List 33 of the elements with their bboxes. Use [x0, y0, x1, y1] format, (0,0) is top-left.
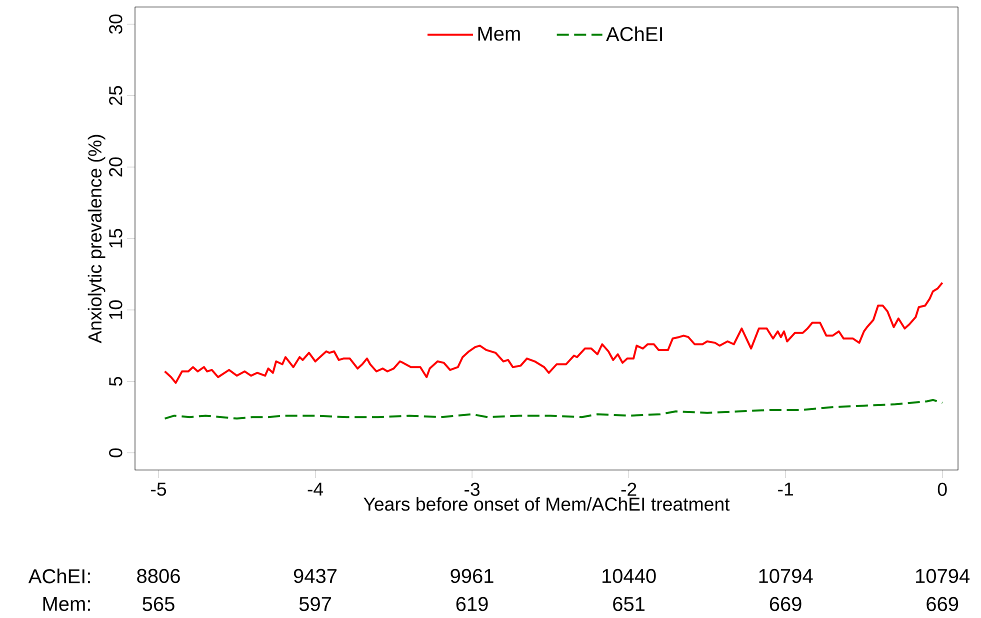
text: 10794	[759, 568, 813, 584]
x-tick-label: 0	[938, 482, 947, 496]
line-series	[164, 282, 944, 384]
y-axis-title: Anxiolytic prevalence (%)	[88, 134, 106, 344]
x-tick-label: -2	[621, 482, 636, 496]
text: 651	[613, 596, 645, 612]
y-tick-label: 30	[109, 14, 122, 34]
legend-label: AChEI	[606, 26, 662, 42]
x-axis-title: Years before onset of Mem/AChEI treatment	[364, 497, 730, 511]
text: 619	[456, 596, 488, 612]
text: 9961	[450, 568, 494, 584]
y-tick-label: 10	[109, 300, 122, 319]
y-tick-label: 15	[109, 228, 122, 248]
y-tick-label: 5	[109, 376, 122, 386]
x-tick-label: -4	[308, 482, 324, 496]
text: 565	[142, 596, 174, 612]
text: Mem:	[43, 597, 90, 611]
text: 597	[299, 596, 331, 612]
x-tick-label: -5	[151, 482, 166, 496]
legend-label: Mem	[478, 26, 520, 41]
text: 10440	[602, 568, 656, 584]
y-tick-label: 25	[109, 86, 122, 106]
text: 669	[770, 596, 802, 612]
text: 669	[926, 596, 958, 612]
text: 8806	[137, 568, 180, 584]
text: 10794	[916, 568, 970, 584]
y-tick-label: 20	[109, 157, 122, 176]
text: 9437	[294, 568, 337, 584]
x-tick-label: -3	[464, 482, 480, 496]
x-tick-label: -1	[778, 482, 793, 496]
y-tick-label: 0	[109, 448, 122, 458]
line-series	[164, 398, 944, 420]
text: AChEI:	[28, 568, 90, 584]
